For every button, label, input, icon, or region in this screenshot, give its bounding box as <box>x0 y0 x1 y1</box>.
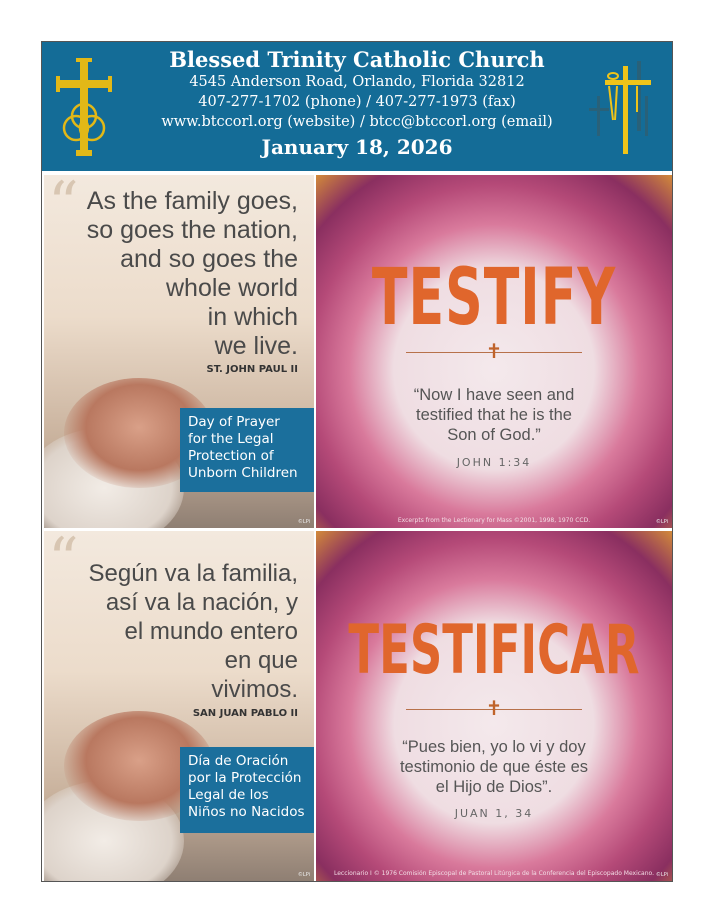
day-of-prayer-box: Día de Oración por la Protección Legal d… <box>180 747 314 833</box>
church-address: 4545 Anderson Road, Orlando, Florida 328… <box>189 74 525 90</box>
family-quote-english-panel: “ As the family goes, so goes the nation… <box>44 175 314 528</box>
day-of-prayer-box: Day of Prayer for the Legal Protection o… <box>180 408 314 492</box>
lpi-credit: ©LPi <box>655 872 668 878</box>
church-web-email: www.btccorl.org (website) / btcc@btccorl… <box>161 114 553 130</box>
testify-word: TESTIFY <box>371 251 617 343</box>
crosses-logo-icon <box>589 61 651 154</box>
testificar-word: TESTIFICAR <box>348 610 640 690</box>
church-name: Blessed Trinity Catholic Church <box>169 47 545 72</box>
lectionary-credit: Leccionario I © 1976 Comisión Episcopal … <box>333 870 654 877</box>
church-phone: 407-277-1702 (phone) / 407-277-1973 (fax… <box>198 94 516 110</box>
quote-mark-icon: “ <box>48 531 79 595</box>
cross-ornament-icon: ✝ <box>485 696 503 720</box>
scripture-reference: JUAN 1, 34 <box>454 807 534 820</box>
lpi-credit: ©LPi <box>297 872 310 878</box>
scripture-verse: “Now I have seen and testified that he i… <box>413 386 575 444</box>
bulletin-date: January 18, 2026 <box>261 135 453 159</box>
family-quote: As the family goes, so goes the nation, … <box>86 187 298 360</box>
quote-mark-icon: “ <box>48 175 79 239</box>
testify-spanish-panel: TESTIFICAR ✝ “Pues bien, yo lo vi y doy … <box>316 531 672 881</box>
lectionary-credit: Excerpts from the Lectionary for Mass ©2… <box>397 517 591 524</box>
quote-attribution: ST. JOHN PAUL II <box>206 364 298 375</box>
testify-english-panel: TESTIFY ✝ “Now I have seen and testified… <box>316 175 672 528</box>
family-quote-spanish-panel: “ Según va la familia, así va la nación,… <box>44 531 314 881</box>
lpi-credit: ©LPi <box>297 519 310 525</box>
ornament-divider <box>406 352 582 353</box>
cross-ornament-icon: ✝ <box>485 339 503 363</box>
lpi-credit: ©LPi <box>655 519 668 525</box>
bulletin-header: Blessed Trinity Catholic Church 4545 And… <box>42 42 672 171</box>
trinity-cross-logo-icon <box>56 58 112 156</box>
scripture-verse: “Pues bien, yo lo vi y doy testimonio de… <box>399 738 589 796</box>
bulletin-frame <box>41 41 673 882</box>
scripture-reference: JOHN 1:34 <box>456 456 532 469</box>
quote-attribution: SAN JUAN PABLO II <box>192 708 298 719</box>
ornament-divider <box>406 709 582 710</box>
family-quote: Según va la familia, así va la nación, y… <box>88 560 298 703</box>
